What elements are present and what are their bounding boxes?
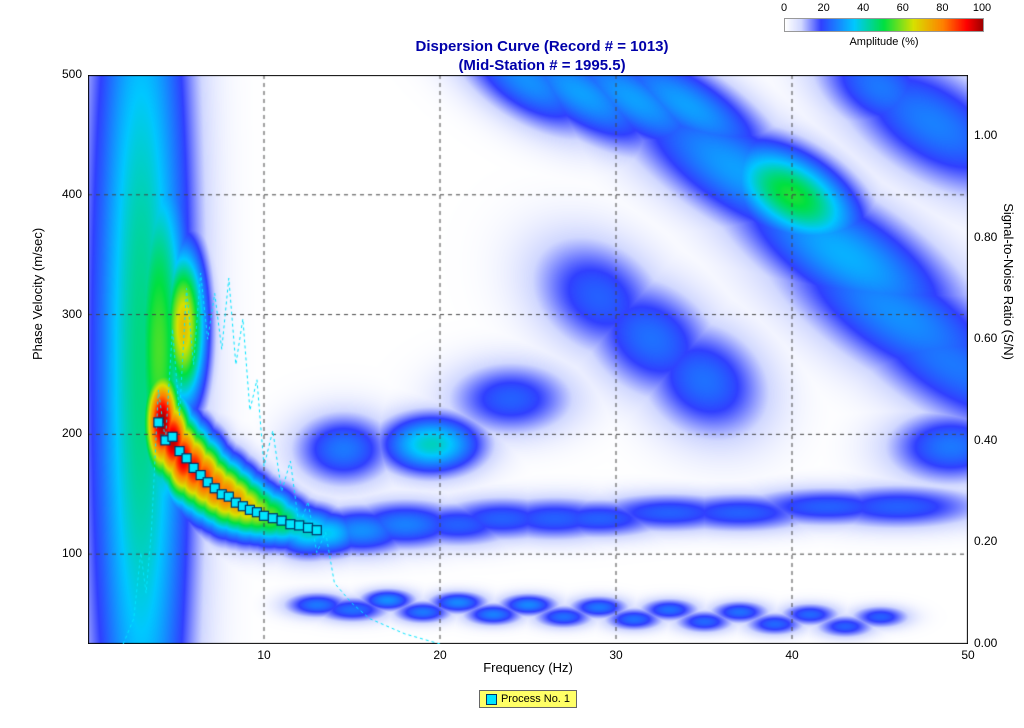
x-tick: 30	[606, 648, 626, 662]
y-right-tick: 0.40	[974, 433, 997, 447]
x-axis-label: Frequency (Hz)	[88, 660, 968, 675]
y-left-tick: 300	[62, 307, 82, 321]
colorbar-tick: 80	[936, 2, 948, 14]
colorbar-tick: 40	[857, 2, 869, 14]
colorbar-tick: 100	[973, 2, 991, 14]
colorbar-tick: 0	[781, 2, 787, 14]
y-axis-label-left: Phase Velocity (m/sec)	[30, 228, 45, 360]
colorbar-tick: 20	[817, 2, 829, 14]
colorbar-label: Amplitude (%)	[784, 36, 984, 48]
y-axis-label-right: Signal-to-Noise Ratio (S/N)	[1001, 203, 1016, 360]
y-right-tick: 0.00	[974, 636, 997, 650]
y-right-tick: 0.80	[974, 230, 997, 244]
legend-item: Process No. 1	[479, 690, 577, 708]
y-right-tick: 0.60	[974, 331, 997, 345]
legend-marker-icon	[486, 694, 497, 705]
colorbar: Amplitude (%) 020406080100	[784, 18, 984, 32]
x-tick: 40	[782, 648, 802, 662]
y-left-tick: 200	[62, 426, 82, 440]
chart-title-line2: (Mid-Station # = 1995.5)	[88, 57, 996, 76]
legend: Process No. 1	[88, 690, 968, 708]
colorbar-tick: 60	[897, 2, 909, 14]
y-left-tick: 400	[62, 187, 82, 201]
dispersion-plot	[88, 75, 968, 644]
x-tick: 20	[430, 648, 450, 662]
y-right-tick: 0.20	[974, 534, 997, 548]
legend-item-label: Process No. 1	[501, 693, 570, 705]
y-right-tick: 1.00	[974, 128, 997, 142]
y-left-tick: 100	[62, 546, 82, 560]
x-tick: 10	[254, 648, 274, 662]
y-left-tick: 500	[62, 67, 82, 81]
x-tick: 50	[958, 648, 978, 662]
